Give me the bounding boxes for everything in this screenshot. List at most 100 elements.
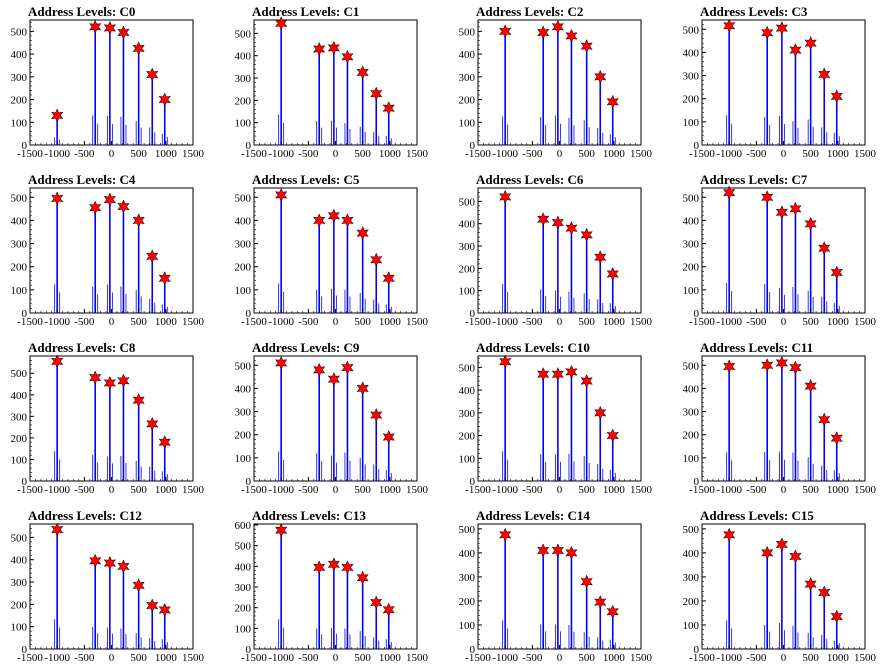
x-tick-label: -500 xyxy=(746,316,767,328)
x-tick-label: -1000 xyxy=(268,316,294,328)
y-tick-label: 300 xyxy=(459,72,476,84)
y-tick-label: 0 xyxy=(470,476,476,488)
x-tick-label: -1000 xyxy=(492,148,518,160)
y-tick-label: 300 xyxy=(11,411,28,423)
peak-marker xyxy=(382,429,395,445)
x-tick-label: -500 xyxy=(522,652,543,664)
peak-marker xyxy=(313,362,326,378)
bar-series xyxy=(726,366,840,481)
bar-series xyxy=(278,26,392,145)
x-tick-label: -1000 xyxy=(716,652,742,664)
y-tick-label: 400 xyxy=(11,49,28,61)
y-tick-label: 200 xyxy=(683,596,700,608)
x-tick-label: -1000 xyxy=(268,148,294,160)
x-tick-label: 500 xyxy=(130,484,147,496)
y-tick-label: 300 xyxy=(683,407,700,419)
peak-marker xyxy=(132,578,145,593)
y-tick-label: 200 xyxy=(11,433,28,445)
x-tick-label: -1500 xyxy=(465,316,491,328)
peak-marker xyxy=(341,213,354,228)
x-tick-label: 1500 xyxy=(406,148,429,160)
peak-marker xyxy=(370,86,383,101)
chart-svg: Address Levels: C10 -1500 -1000 -500 0 500 100… xyxy=(459,340,653,496)
x-tick-label: 1000 xyxy=(827,148,850,160)
peak-marker xyxy=(117,25,130,40)
y-tick-label: 0 xyxy=(22,140,28,152)
marker-series xyxy=(498,354,619,443)
chart-svg: Address Levels: C11 -1500 -1000 -500 0 500 100… xyxy=(683,340,877,496)
y-tick-label: 0 xyxy=(694,644,700,656)
x-tick-label: 1500 xyxy=(854,316,877,328)
chart-title: Address Levels: C14 xyxy=(476,508,590,523)
chart-panel: Address Levels: C5 -1500 -1000 -500 0 500 1000… xyxy=(224,168,448,336)
x-tick-label: -500 xyxy=(746,148,767,160)
x-tick-label: -500 xyxy=(298,148,319,160)
x-tick-label: -1000 xyxy=(492,484,518,496)
y-tick-label: 100 xyxy=(459,117,476,129)
chart-panel: Address Levels: C4 -1500 -1000 -500 0 500 1000… xyxy=(0,168,224,336)
peak-marker xyxy=(103,20,117,36)
y-tick-label: 100 xyxy=(11,285,28,297)
peak-marker xyxy=(789,360,802,375)
peak-marker xyxy=(775,355,789,371)
y-tick-label: 500 xyxy=(683,192,700,204)
chart-svg: Address Levels: C8-1500 -1000 -500 0 500 1000… xyxy=(11,340,205,496)
chart-svg: Address Levels: C3-1500 -1000 -500 0 500 1000… xyxy=(683,4,877,160)
y-tick-label: 500 xyxy=(11,368,28,380)
chart-svg: Address Levels: C0-1500 -1000 -500 0 500 1000… xyxy=(11,4,205,160)
x-tick-label: 1000 xyxy=(603,316,626,328)
x-tick-label: -1500 xyxy=(241,652,267,664)
marker-series xyxy=(722,355,843,446)
y-tick-label: 300 xyxy=(235,239,252,251)
peak-marker xyxy=(606,94,619,109)
peak-marker xyxy=(274,16,288,31)
x-tick-label: -500 xyxy=(74,316,95,328)
peak-marker xyxy=(50,191,64,206)
y-tick-label: 200 xyxy=(235,430,252,442)
x-tick-label: 500 xyxy=(802,484,819,496)
y-tick-label: 400 xyxy=(683,215,700,227)
y-tick-label: 300 xyxy=(459,241,476,253)
x-tick-label: 1000 xyxy=(827,652,850,664)
x-tick-label: -1000 xyxy=(716,484,742,496)
peak-marker xyxy=(498,189,512,205)
chart-title: Address Levels: C11 xyxy=(700,340,813,355)
x-tick-label: -1500 xyxy=(17,652,43,664)
peak-marker xyxy=(775,205,789,220)
x-tick-label: -1000 xyxy=(268,484,294,496)
y-tick-label: 0 xyxy=(246,476,252,488)
peak-marker xyxy=(606,604,619,619)
peak-marker xyxy=(274,187,288,203)
chart-title: Address Levels: C6 xyxy=(476,172,584,187)
x-tick-label: 1000 xyxy=(379,316,402,328)
y-tick-label: 600 xyxy=(235,520,252,532)
y-tick-label: 0 xyxy=(22,308,28,320)
x-tick-label: 500 xyxy=(802,148,819,160)
y-tick-label: 100 xyxy=(235,623,252,635)
y-tick-label: 400 xyxy=(235,215,252,227)
y-tick-label: 300 xyxy=(235,407,252,419)
y-tick-label: 500 xyxy=(11,192,28,204)
peak-marker xyxy=(158,435,171,450)
peak-marker xyxy=(356,381,369,396)
y-tick-label: 100 xyxy=(11,117,28,129)
peak-marker xyxy=(804,216,817,232)
peak-marker xyxy=(565,221,578,236)
x-tick-label: -500 xyxy=(522,484,543,496)
y-tick-label: 0 xyxy=(246,308,252,320)
peak-marker xyxy=(775,20,789,36)
peak-marker xyxy=(132,393,145,408)
x-tick-label: -1500 xyxy=(465,652,491,664)
x-tick-label: 0 xyxy=(557,316,563,328)
y-tick-label: 500 xyxy=(11,26,28,38)
peak-marker xyxy=(50,108,64,123)
peak-marker xyxy=(158,602,171,618)
peak-marker xyxy=(551,543,565,558)
x-tick-label: 500 xyxy=(802,316,819,328)
bar-series xyxy=(54,364,168,481)
chart-svg: Address Levels: C14 -1500 -1000 -500 0 500 100… xyxy=(459,508,653,664)
y-tick-label: 500 xyxy=(683,524,700,536)
x-tick-label: -1500 xyxy=(17,316,43,328)
peak-marker xyxy=(594,405,607,420)
x-tick-label: 1000 xyxy=(379,148,402,160)
